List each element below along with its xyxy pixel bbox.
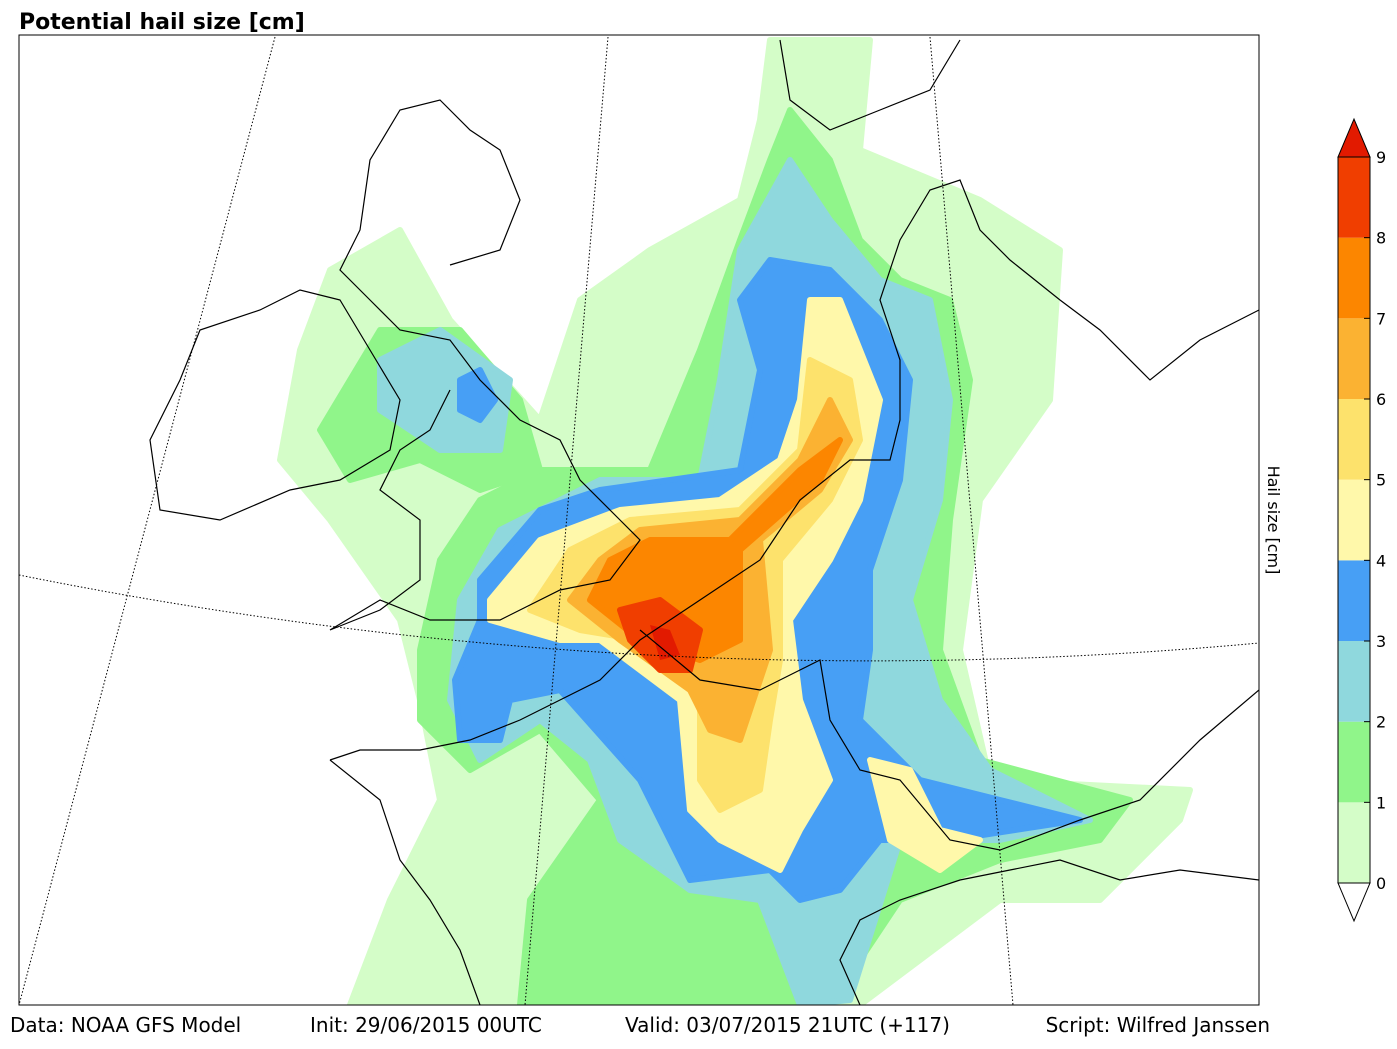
- footer-data: Data: NOAA GFS Model: [10, 1013, 241, 1037]
- graticule: [19, 574, 1259, 662]
- hail-field: [277, 37, 1193, 1005]
- colorbar-tick-label: 8: [1376, 229, 1386, 248]
- colorbar-band: [1338, 157, 1370, 238]
- colorbar-tick-label: 3: [1376, 632, 1386, 651]
- colorbar-label: Hail size [cm]: [1264, 466, 1283, 575]
- coastline: [329, 759, 481, 1005]
- footer-init: Init: 29/06/2015 00UTC: [310, 1013, 542, 1037]
- coastline: [149, 289, 401, 521]
- colorbar-tick-label: 0: [1376, 874, 1386, 893]
- colorbar-band: [1338, 802, 1370, 883]
- hail-contour: [650, 625, 680, 660]
- map-lines: [19, 36, 1259, 1005]
- colorbar-tick-label: 4: [1376, 551, 1386, 570]
- footer-script: Script: Wilfred Janssen: [1046, 1013, 1270, 1037]
- map-frame: [18, 34, 1260, 1006]
- colorbar-band: [1338, 479, 1370, 561]
- colorbar-band: [1338, 318, 1370, 399]
- graticule: [19, 36, 276, 1005]
- colorbar-band: [1338, 641, 1370, 722]
- colorbar-band: [1338, 721, 1370, 803]
- colorbar-tick-label: 6: [1376, 390, 1386, 409]
- graticule: [524, 36, 609, 1005]
- hail-contour: [867, 757, 983, 873]
- colorbar-tick-label: 5: [1376, 471, 1386, 490]
- footer-valid: Valid: 03/07/2015 21UTC (+117): [625, 1013, 950, 1037]
- colorbar-tick-label: 9: [1376, 148, 1386, 167]
- colorbar-tick-label: 1: [1376, 793, 1386, 812]
- colorbar-outline: [1337, 156, 1371, 884]
- colorbar-band: [1338, 399, 1370, 480]
- colorbar-band: [1338, 237, 1370, 319]
- colorbar-band: [1338, 560, 1370, 641]
- colorbar-tick-label: 2: [1376, 713, 1386, 732]
- map-title: Potential hail size [cm]: [19, 10, 305, 35]
- colorbar-tick-label: 7: [1376, 309, 1386, 328]
- colorbar-over: [1337, 117, 1371, 158]
- coastline: [329, 99, 641, 631]
- hail-contour: [457, 367, 498, 423]
- coastline: [329, 179, 1259, 761]
- graticule: [929, 36, 1014, 1005]
- colorbar: 0 1 2 3 4 5 6 7 8 9: [1337, 117, 1386, 923]
- coastline: [779, 39, 961, 131]
- coastline: [839, 859, 1259, 1005]
- border: [639, 629, 1259, 851]
- colorbar-under: [1337, 882, 1371, 923]
